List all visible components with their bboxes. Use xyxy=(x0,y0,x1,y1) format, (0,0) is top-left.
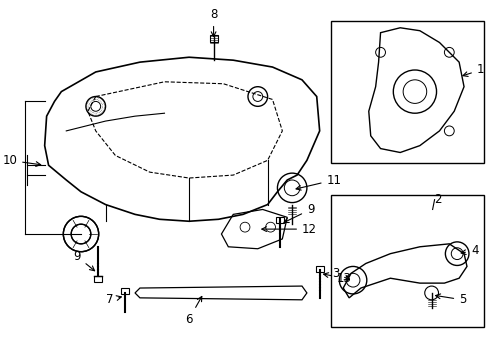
Text: 2: 2 xyxy=(434,193,441,206)
Text: 11: 11 xyxy=(295,174,341,190)
Text: 5: 5 xyxy=(435,293,466,306)
Text: 12: 12 xyxy=(261,222,316,235)
Bar xyxy=(94,276,102,282)
Bar xyxy=(331,195,483,327)
Text: 9: 9 xyxy=(284,203,314,222)
Bar xyxy=(209,35,217,42)
Text: 8: 8 xyxy=(209,8,217,36)
Text: 7: 7 xyxy=(106,293,121,306)
Text: 10: 10 xyxy=(2,154,41,167)
Text: 6: 6 xyxy=(185,296,202,325)
Text: 13: 13 xyxy=(323,272,350,285)
Bar xyxy=(276,217,284,223)
Text: 9: 9 xyxy=(73,250,94,271)
Text: 1: 1 xyxy=(462,63,483,76)
Bar xyxy=(315,266,323,272)
Bar xyxy=(331,21,483,163)
Text: 3: 3 xyxy=(331,267,348,280)
Bar xyxy=(121,288,129,294)
Text: 4: 4 xyxy=(460,244,477,257)
